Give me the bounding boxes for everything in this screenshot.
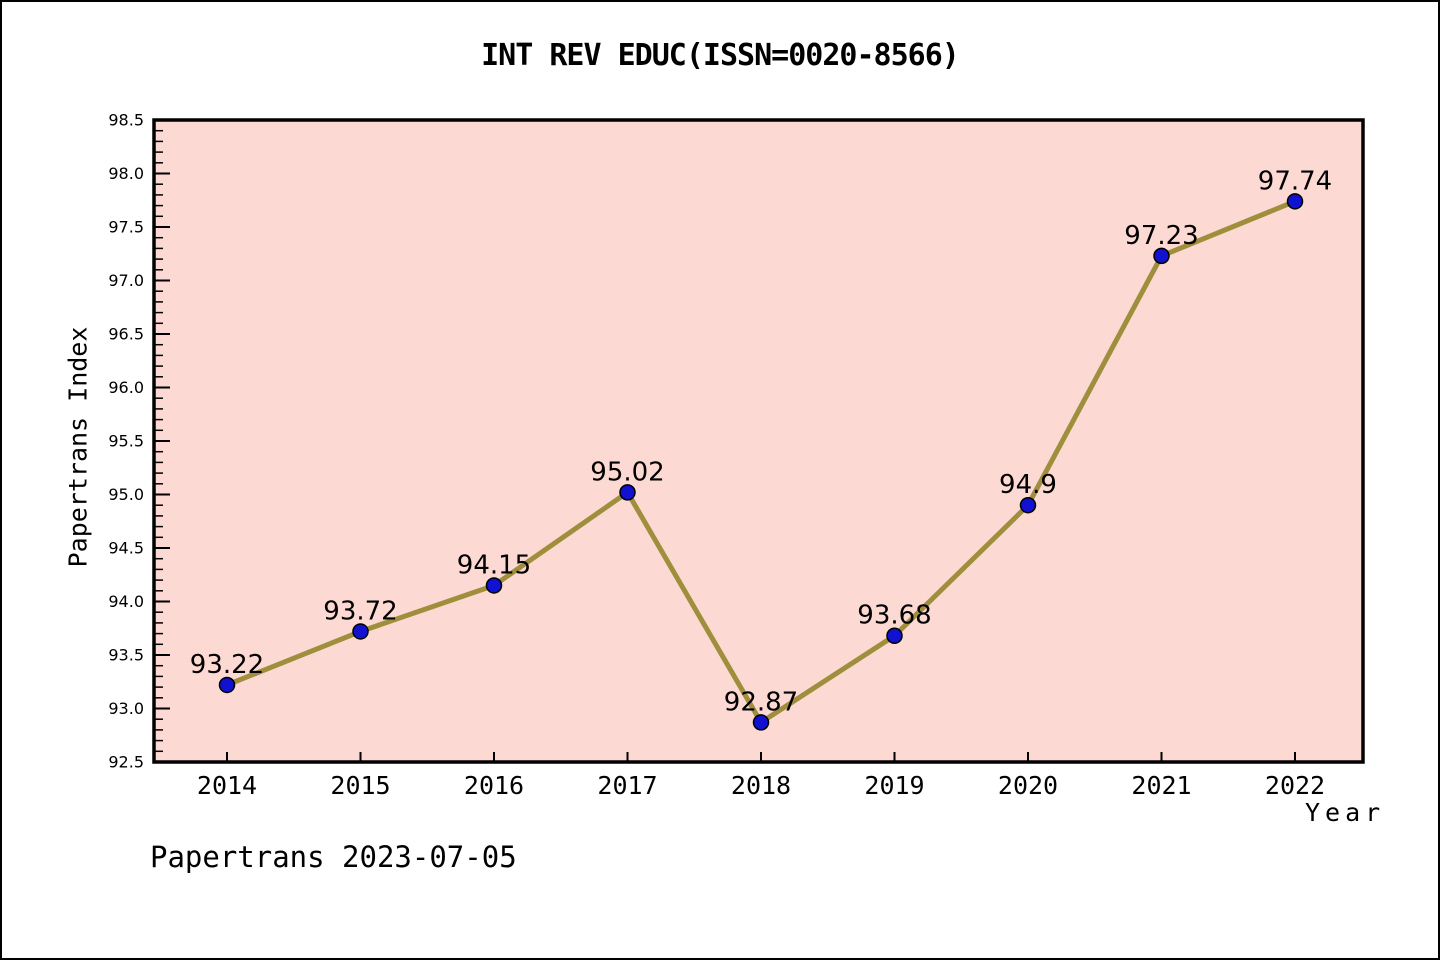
data-point-2021 [1153,247,1170,265]
chart-title: INT REV EDUC(ISSN=0020-8566) [481,38,960,73]
data-point-2017 [619,484,636,501]
data-point-label: 95.02 [590,457,664,487]
y-tick-label: 93.5 [108,646,144,665]
data-point-label: 94.9 [999,470,1057,500]
x-tick-label: 2018 [731,771,791,800]
x-tick-label: 2015 [330,771,390,800]
x-tick-label: 2017 [597,771,657,800]
x-tick-label: 2016 [464,771,524,800]
x-tick-label: 2021 [1131,771,1191,800]
x-tick-label: 2022 [1265,771,1325,800]
data-point-label: 93.22 [190,650,264,680]
y-tick-label: 96.5 [108,325,144,344]
y-tick-label: 96.0 [108,378,144,397]
y-tick-label: 95.5 [108,432,144,451]
y-tick-label: 98.0 [108,164,144,183]
data-point-label: 93.68 [857,601,931,631]
data-point-2015 [352,623,369,640]
y-tick-label: 95.0 [108,485,144,504]
data-point-2016 [485,577,503,594]
data-point-label: 92.87 [724,687,798,717]
y-tick-label: 98.5 [108,111,144,130]
y-tick-label: 94.0 [108,592,144,611]
data-point-2018 [752,714,770,731]
y-tick-label: 97.0 [108,271,144,290]
y-tick-label: 92.5 [108,753,144,772]
data-point-2019 [886,627,903,644]
footer-text: Papertrans 2023-07-05 [150,840,517,874]
data-point-2014 [218,676,236,694]
x-tick-label: 2020 [998,771,1058,800]
x-axis-label: Year [1305,798,1386,827]
data-point-label: 97.23 [1124,221,1198,251]
data-point-2022 [1286,193,1304,210]
x-tick-label: 2019 [864,771,924,800]
data-point-label: 97.74 [1258,166,1332,196]
y-tick-label: 94.5 [108,539,144,558]
y-tick-label: 93.0 [108,699,144,718]
data-point-label: 94.15 [457,550,531,580]
data-point-label: 93.72 [323,596,397,626]
plot-area [152,118,1365,764]
data-point-2020 [1019,496,1037,514]
x-tick-label: 2014 [197,771,257,800]
y-tick-label: 97.5 [108,218,144,237]
